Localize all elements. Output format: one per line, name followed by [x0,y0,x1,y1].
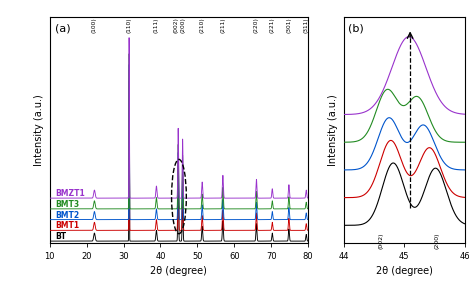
Text: (200): (200) [435,232,440,249]
Text: BMZT1: BMZT1 [55,189,85,198]
Text: (211): (211) [220,17,225,33]
Text: (311): (311) [304,17,309,33]
Text: BMT2: BMT2 [55,211,80,220]
Text: BT: BT [55,232,66,241]
Y-axis label: Intensity (a.u.): Intensity (a.u.) [34,94,44,166]
Text: (b): (b) [348,24,364,34]
Text: (111): (111) [154,17,159,33]
X-axis label: 2θ (degree): 2θ (degree) [151,266,207,276]
Text: (200): (200) [181,17,185,33]
Text: (221): (221) [270,17,275,33]
Y-axis label: Intensity (a.u.): Intensity (a.u.) [328,94,338,166]
Text: (301): (301) [286,17,292,33]
Text: (110): (110) [127,17,132,33]
Text: (002): (002) [379,232,383,249]
X-axis label: 2θ (degree): 2θ (degree) [376,266,432,276]
Text: BMT1: BMT1 [55,221,80,230]
Text: BMT3: BMT3 [55,200,80,209]
Text: (100): (100) [92,17,97,33]
Text: (220): (220) [254,17,259,33]
Text: (a): (a) [55,24,71,34]
Text: (002): (002) [173,17,179,33]
Text: (210): (210) [200,17,205,33]
